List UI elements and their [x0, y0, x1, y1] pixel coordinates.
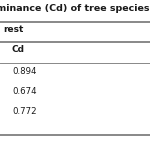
Text: ominance (Cd) of tree species: ominance (Cd) of tree species	[0, 4, 150, 13]
Text: 0.674: 0.674	[12, 87, 37, 96]
Text: 0.772: 0.772	[12, 107, 37, 116]
Text: Cd: Cd	[12, 45, 25, 54]
Text: 0.894: 0.894	[12, 67, 36, 76]
Text: rest: rest	[3, 25, 23, 34]
